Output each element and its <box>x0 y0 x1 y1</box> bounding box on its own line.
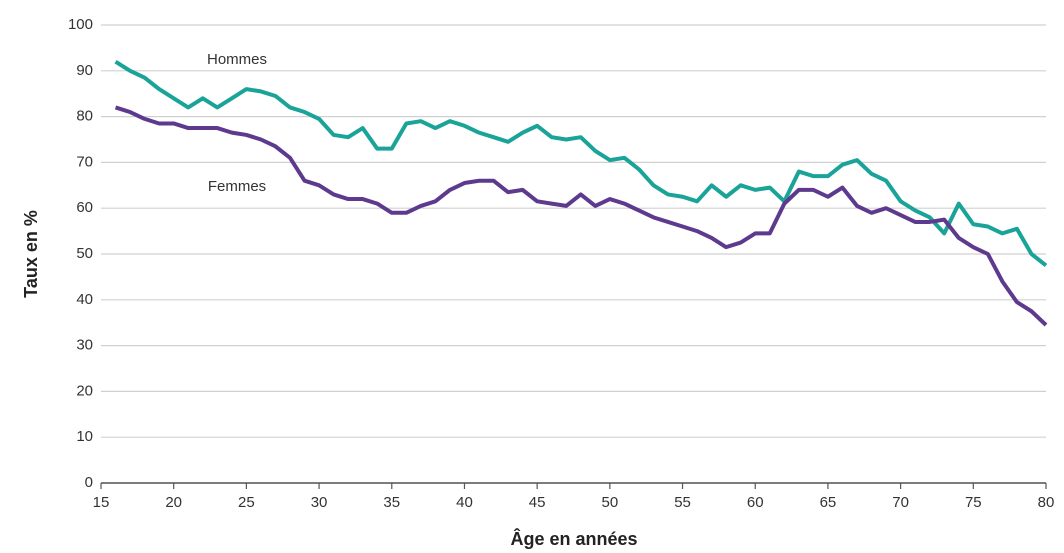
x-tick-label: 45 <box>529 494 546 511</box>
x-tick-label: 60 <box>747 494 764 511</box>
x-tick-label: 20 <box>165 494 182 511</box>
y-axis-title: Taux en % <box>21 210 41 298</box>
x-tick-label: 65 <box>820 494 837 511</box>
x-tick-label: 55 <box>674 494 691 511</box>
series-line <box>114 105 1048 327</box>
y-tick-label: 60 <box>76 199 93 216</box>
series-label: Hommes <box>207 51 267 68</box>
y-tick-label: 10 <box>76 428 93 445</box>
x-tick-label: 35 <box>383 494 400 511</box>
y-tick-label: 70 <box>76 153 93 170</box>
x-tick-label: 25 <box>238 494 255 511</box>
y-tick-label: 80 <box>76 108 93 125</box>
x-tick-label: 80 <box>1038 494 1055 511</box>
x-tick-label: 15 <box>93 494 110 511</box>
y-tick-label: 40 <box>76 291 93 308</box>
y-tick-label: 90 <box>76 62 93 79</box>
x-tick-label: 70 <box>892 494 909 511</box>
y-tick-label: 30 <box>76 337 93 354</box>
y-tick-label: 50 <box>76 245 93 262</box>
y-tick-label: 20 <box>76 382 93 399</box>
x-tick-label: 40 <box>456 494 473 511</box>
x-axis-title: Âge en années <box>510 528 637 549</box>
series-line <box>114 59 1048 268</box>
x-tick-label: 75 <box>965 494 982 511</box>
y-tick-label: 100 <box>68 16 93 33</box>
x-tick-label: 30 <box>311 494 328 511</box>
y-tick-label: 0 <box>85 474 93 491</box>
x-tick-label: 50 <box>602 494 619 511</box>
series-label: Femmes <box>208 178 266 195</box>
